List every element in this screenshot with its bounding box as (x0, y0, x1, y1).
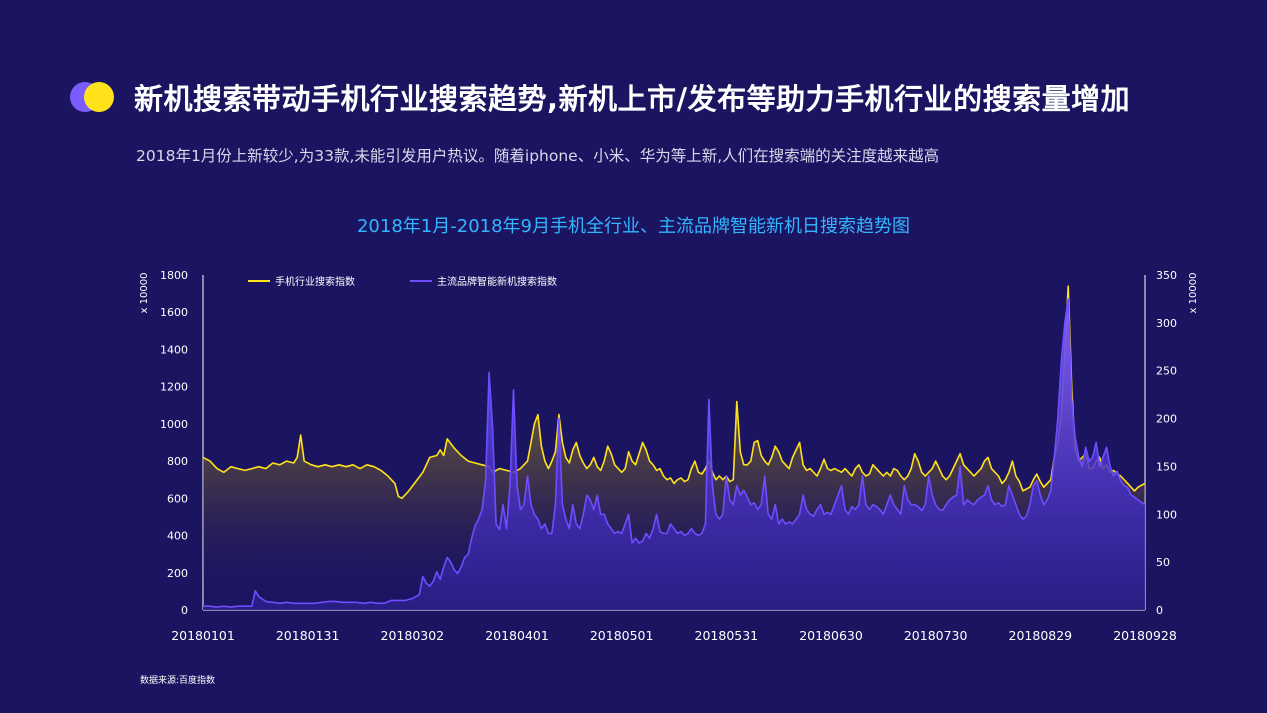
x-tick-label: 20180302 (381, 628, 445, 643)
left-tick-label: 800 (167, 455, 188, 468)
left-tick-label: 1800 (160, 269, 188, 282)
x-tick-label: 20180829 (1009, 628, 1073, 643)
left-axis-unit: x 10000 (139, 273, 150, 314)
right-tick-label: 350 (1156, 269, 1177, 282)
right-tick-label: 200 (1156, 413, 1177, 426)
right-axis-unit: x 10000 (1188, 273, 1199, 314)
right-tick-label: 150 (1156, 460, 1177, 473)
left-tick-label: 1200 (160, 381, 188, 394)
right-tick-label: 300 (1156, 317, 1177, 330)
right-tick-label: 0 (1156, 604, 1163, 617)
x-tick-label: 20180630 (799, 628, 863, 643)
x-tick-label: 20180501 (590, 628, 654, 643)
left-tick-label: 600 (167, 492, 188, 505)
x-tick-label: 20180730 (904, 628, 968, 643)
chart-title: 2018年1月-2018年9月手机全行业、主流品牌智能新机日搜索趋势图 (356, 216, 910, 237)
line-brand (203, 298, 1146, 608)
left-tick-label: 1400 (160, 343, 188, 356)
right-tick-label: 50 (1156, 556, 1170, 569)
yellow-dot-icon (84, 82, 114, 112)
page-title: 新机搜索带动手机行业搜索趋势,新机上市/发布等助力手机行业的搜索量增加 (134, 82, 1131, 116)
x-tick-label: 20180928 (1113, 628, 1177, 643)
legend-label-industry: 手机行业搜索指数 (275, 275, 355, 288)
left-tick-label: 400 (167, 530, 188, 543)
data-source-note: 数据来源:百度指数 (140, 676, 216, 686)
x-tick-label: 20180531 (695, 628, 759, 643)
area-brand (203, 298, 1145, 610)
x-tick-label: 20180101 (171, 628, 235, 643)
left-tick-label: 1000 (160, 418, 188, 431)
legend-label-brand: 主流品牌智能新机搜索指数 (437, 275, 557, 288)
left-tick-label: 200 (167, 567, 188, 580)
left-tick-label: 0 (181, 604, 188, 617)
line-industry (202, 285, 1146, 500)
page-subtitle: 2018年1月份上新较少,为33款,未能引发用户热议。随着iphone、小米、华… (136, 147, 940, 165)
right-tick-label: 250 (1156, 365, 1177, 378)
right-tick-label: 100 (1156, 508, 1177, 521)
x-tick-label: 20180401 (485, 628, 549, 643)
title-logo-dots (70, 82, 116, 112)
x-tick-label: 20180131 (276, 628, 340, 643)
legend: 手机行业搜索指数 主流品牌智能新机搜索指数 (248, 275, 557, 288)
left-tick-label: 1600 (160, 306, 188, 319)
